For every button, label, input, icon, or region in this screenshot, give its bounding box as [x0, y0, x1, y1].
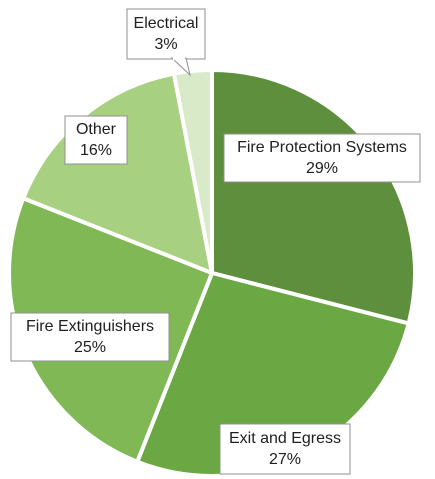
data-label-other: Other 16% — [64, 115, 128, 165]
label-box — [219, 423, 351, 475]
pie-slice-electrical — [171, 68, 214, 275]
labels-layer: Fire Protection Systems 29% Exit and Egres… — [10, 8, 421, 475]
slice-value-label: 27% — [269, 451, 301, 468]
label-box — [64, 115, 128, 165]
label-leader-joint — [173, 57, 185, 60]
slice-label: Other — [76, 121, 117, 138]
data-label-exit-and-egress: Exit and Egress 27% — [219, 423, 351, 475]
label-box — [126, 8, 206, 60]
slice-value-label: 25% — [74, 339, 106, 356]
slice-label: Fire Extinguishers — [26, 318, 154, 335]
slice-label: Fire Protection Systems — [237, 139, 407, 156]
data-label-electrical: Electrical 3% — [126, 8, 206, 77]
slice-value-label: 16% — [80, 142, 112, 159]
label-box — [10, 312, 170, 362]
label-box — [223, 133, 421, 183]
slice-label: Exit and Egress — [229, 430, 341, 447]
slice-value-label: 3% — [154, 36, 177, 53]
slice-label: Electrical — [134, 15, 199, 32]
data-label-fire-extinguishers: Fire Extinguishers 25% — [10, 312, 170, 362]
data-label-fire-protection-systems: Fire Protection Systems 29% — [223, 133, 421, 183]
slice-value-label: 29% — [306, 160, 338, 177]
